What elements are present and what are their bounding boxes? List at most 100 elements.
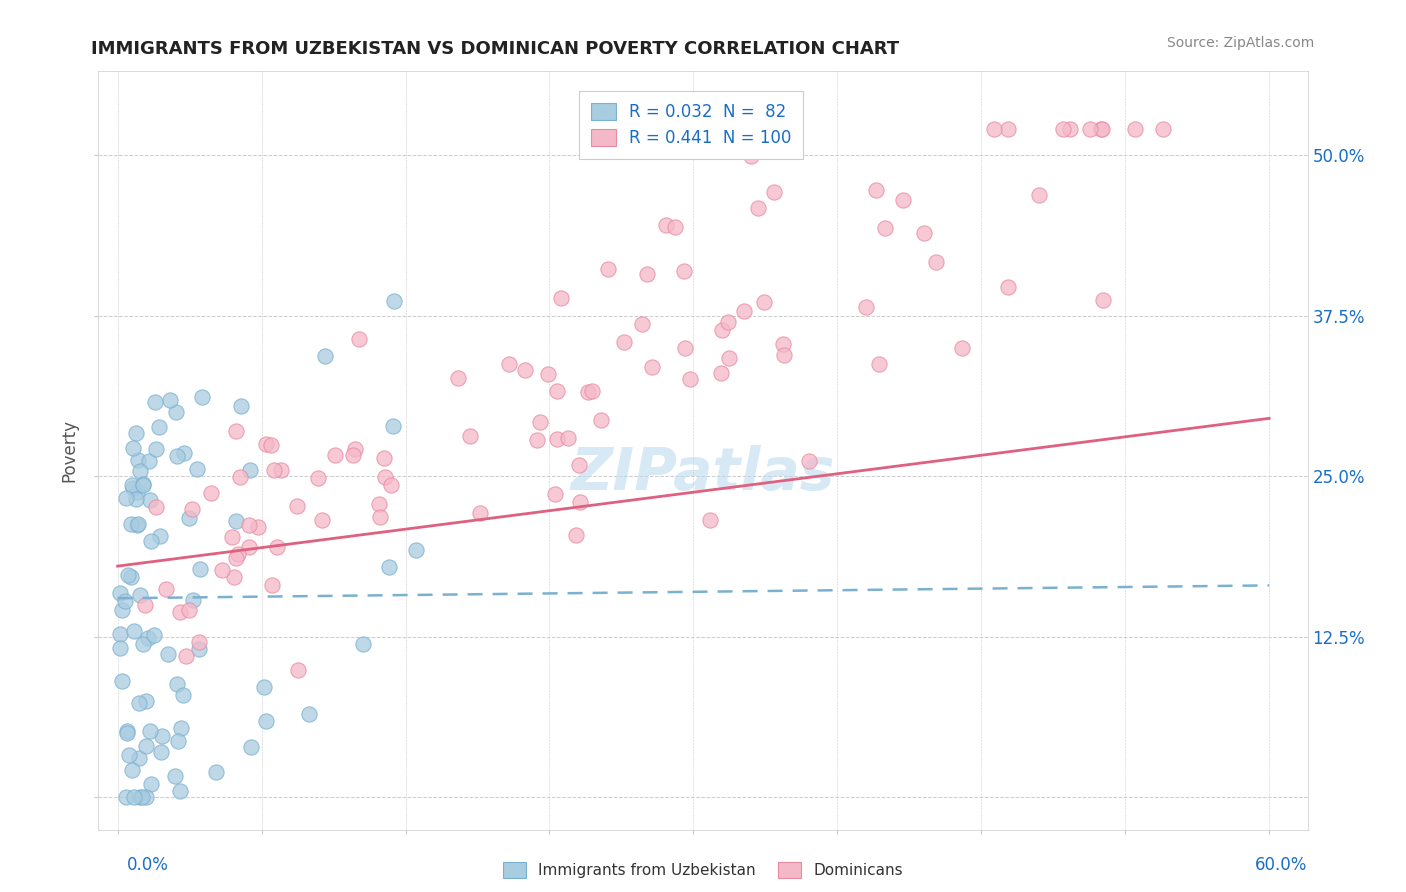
Point xyxy=(148,419,170,434)
Point xyxy=(117,568,139,582)
Point xyxy=(117,723,139,738)
Point xyxy=(373,451,395,466)
Point xyxy=(186,462,208,476)
Point xyxy=(225,515,247,529)
Point xyxy=(557,431,579,445)
Point xyxy=(673,341,696,355)
Point xyxy=(166,677,188,691)
Point xyxy=(468,507,491,521)
Point xyxy=(1028,188,1050,202)
Point xyxy=(188,641,211,656)
Point xyxy=(323,448,346,462)
Point xyxy=(125,426,148,441)
Point xyxy=(145,500,167,514)
Point xyxy=(131,477,153,491)
Point xyxy=(225,550,247,565)
Point xyxy=(163,769,186,783)
Point xyxy=(997,122,1019,136)
Point xyxy=(169,605,191,619)
Point xyxy=(515,363,537,377)
Point xyxy=(260,438,283,452)
Point xyxy=(298,706,321,721)
Point xyxy=(733,304,755,318)
Point xyxy=(121,481,143,495)
Point xyxy=(239,463,262,477)
Point xyxy=(122,624,145,639)
Point xyxy=(108,586,131,600)
Point xyxy=(311,513,333,527)
Point xyxy=(344,442,367,456)
Point xyxy=(121,763,143,777)
Point xyxy=(752,294,775,309)
Point xyxy=(380,478,402,492)
Point xyxy=(260,578,283,592)
Point xyxy=(120,516,142,531)
Point xyxy=(314,349,336,363)
Point xyxy=(181,502,204,516)
Point xyxy=(138,631,160,645)
Y-axis label: Poverty: Poverty xyxy=(60,419,79,482)
Point xyxy=(912,226,935,240)
Point xyxy=(747,201,769,215)
Text: ZIPatlas: ZIPatlas xyxy=(571,445,835,501)
Point xyxy=(855,300,877,314)
Point xyxy=(191,390,214,404)
Point xyxy=(138,454,160,468)
Point xyxy=(458,429,481,443)
Point xyxy=(157,647,180,661)
Point xyxy=(1052,122,1074,136)
Point xyxy=(447,371,470,385)
Point xyxy=(596,262,619,277)
Point xyxy=(576,385,599,400)
Point xyxy=(110,602,132,616)
Point xyxy=(717,315,740,329)
Point xyxy=(132,477,155,491)
Point xyxy=(132,637,155,651)
Point xyxy=(174,649,197,664)
Point xyxy=(382,294,405,309)
Point xyxy=(172,688,194,702)
Point xyxy=(763,186,786,200)
Point xyxy=(349,332,371,346)
Point xyxy=(129,588,152,602)
Point xyxy=(118,747,141,762)
Point xyxy=(569,495,592,509)
Point xyxy=(143,394,166,409)
Point xyxy=(1078,122,1101,136)
Point xyxy=(128,696,150,710)
Point xyxy=(229,399,252,413)
Point xyxy=(228,547,250,561)
Point xyxy=(221,531,243,545)
Text: 0.0%: 0.0% xyxy=(127,856,169,874)
Text: Source: ZipAtlas.com: Source: ZipAtlas.com xyxy=(1167,36,1315,50)
Point xyxy=(893,193,915,207)
Point xyxy=(177,602,200,616)
Point xyxy=(121,442,143,456)
Point xyxy=(679,372,702,386)
Point xyxy=(498,357,520,371)
Point xyxy=(115,790,138,805)
Point xyxy=(631,318,654,332)
Point xyxy=(374,469,396,483)
Point xyxy=(568,458,591,473)
Point xyxy=(875,220,897,235)
Point xyxy=(1059,122,1081,136)
Point xyxy=(253,681,276,695)
Point xyxy=(128,790,150,805)
Point xyxy=(581,384,603,399)
Point xyxy=(169,784,191,798)
Point xyxy=(166,449,188,463)
Point xyxy=(773,348,796,362)
Point xyxy=(287,500,309,514)
Point xyxy=(529,415,551,429)
Point xyxy=(256,437,278,451)
Point xyxy=(125,518,148,533)
Point xyxy=(263,462,285,476)
Point xyxy=(238,541,260,555)
Point xyxy=(115,726,138,740)
Point xyxy=(1123,122,1146,136)
Text: 60.0%: 60.0% xyxy=(1256,856,1308,874)
Point xyxy=(613,335,636,350)
Point xyxy=(342,448,364,462)
Point xyxy=(108,641,131,656)
